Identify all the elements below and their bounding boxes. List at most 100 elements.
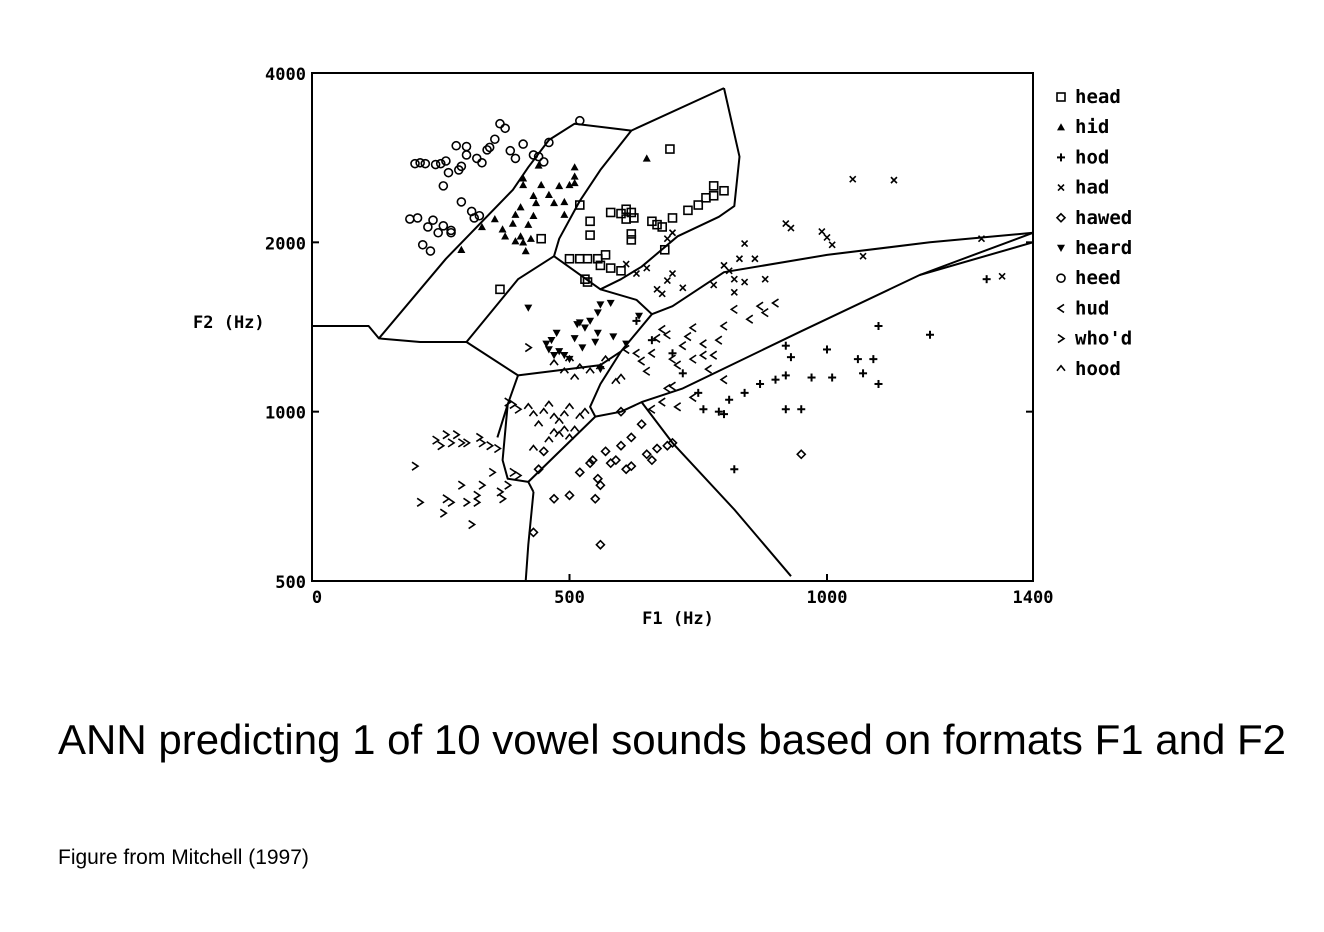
point-heed bbox=[461, 141, 472, 152]
point-hud bbox=[652, 333, 661, 344]
point-hid bbox=[544, 190, 553, 198]
point-hid bbox=[537, 180, 546, 189]
point-heed bbox=[510, 153, 521, 164]
point-had bbox=[818, 228, 826, 236]
point-hid bbox=[519, 174, 528, 182]
point-hod bbox=[781, 341, 790, 350]
point-hood bbox=[544, 435, 554, 443]
point-hud bbox=[673, 360, 682, 370]
point-hud bbox=[688, 392, 697, 403]
point-hud bbox=[688, 323, 697, 333]
legend-label-hod: hod bbox=[1075, 146, 1109, 168]
point-head bbox=[574, 200, 585, 210]
point-heed bbox=[490, 134, 500, 145]
point-hawed bbox=[662, 440, 673, 451]
point-whod bbox=[488, 467, 497, 478]
legend-label-heard: heard bbox=[1075, 237, 1132, 259]
point-whod bbox=[447, 497, 456, 507]
boundary-line-3 bbox=[465, 288, 653, 377]
point-head bbox=[564, 253, 575, 264]
point-had bbox=[663, 235, 671, 243]
point-whod bbox=[432, 435, 441, 445]
point-had bbox=[668, 269, 677, 278]
axes: 0 500 1000 1400 500 1000 2000 4000 F1 (Hz) F2 (Hz… bbox=[193, 65, 1053, 629]
point-head bbox=[616, 266, 626, 276]
point-whod bbox=[514, 470, 523, 481]
point-hud bbox=[632, 348, 640, 358]
legend-label-hud: hud bbox=[1075, 297, 1109, 319]
point-hawed bbox=[636, 419, 647, 430]
point-hod bbox=[730, 465, 739, 474]
point-hod bbox=[869, 355, 878, 364]
point-hood bbox=[554, 348, 564, 356]
point-heard bbox=[591, 338, 600, 346]
point-heed bbox=[471, 153, 482, 164]
point-hood bbox=[559, 409, 569, 417]
plot-frame bbox=[311, 72, 1034, 582]
point-whod bbox=[439, 508, 448, 518]
point-whod bbox=[509, 399, 518, 410]
point-hud bbox=[760, 307, 769, 318]
point-heed bbox=[495, 118, 505, 129]
point-heed bbox=[443, 167, 454, 178]
point-hawed bbox=[621, 464, 632, 475]
point-whod bbox=[452, 430, 461, 440]
point-head bbox=[574, 253, 585, 264]
point-hid bbox=[526, 234, 535, 242]
point-hod bbox=[740, 388, 749, 397]
point-heard bbox=[580, 324, 589, 332]
point-hud bbox=[647, 348, 656, 358]
point-hod bbox=[797, 405, 806, 414]
point-heard bbox=[622, 340, 631, 348]
point-head bbox=[536, 233, 546, 244]
point-head bbox=[626, 235, 637, 245]
point-hawed bbox=[796, 449, 807, 460]
point-whod bbox=[475, 432, 484, 443]
point-head bbox=[585, 230, 595, 240]
point-whod bbox=[504, 480, 513, 490]
point-had bbox=[741, 278, 749, 286]
point-hawed bbox=[548, 493, 560, 504]
point-hud bbox=[704, 364, 712, 374]
slide-title: ANN predicting 1 of 10 vowel sounds base… bbox=[58, 716, 1287, 763]
point-hood bbox=[570, 425, 580, 432]
point-hood bbox=[575, 412, 585, 420]
point-heard bbox=[524, 304, 533, 312]
boundary-line-10 bbox=[640, 401, 792, 577]
point-hod bbox=[874, 322, 883, 331]
point-hid bbox=[642, 154, 651, 162]
point-hood bbox=[575, 362, 585, 370]
point-hawed bbox=[587, 455, 598, 466]
point-head bbox=[495, 284, 505, 295]
point-hood bbox=[559, 366, 569, 374]
point-had bbox=[710, 281, 718, 289]
point-heed bbox=[456, 161, 467, 172]
x-tick-label: 1400 bbox=[1013, 588, 1054, 608]
point-heed bbox=[477, 157, 487, 168]
point-head bbox=[629, 213, 639, 223]
point-heard bbox=[544, 346, 553, 354]
point-hid bbox=[560, 197, 569, 206]
point-head bbox=[600, 250, 611, 260]
point-hid bbox=[570, 178, 579, 187]
point-hud bbox=[698, 350, 707, 360]
figure-credit: Figure from Mitchell (1997) bbox=[58, 846, 309, 869]
point-hid bbox=[555, 181, 564, 190]
point-hid bbox=[511, 237, 520, 245]
point-hud bbox=[719, 321, 728, 331]
point-hood bbox=[559, 425, 569, 432]
boundary-line-11 bbox=[524, 491, 535, 582]
point-heard bbox=[606, 299, 615, 308]
point-head bbox=[719, 185, 729, 196]
point-hud bbox=[688, 354, 697, 364]
point-whod bbox=[478, 480, 487, 490]
point-hood bbox=[528, 444, 539, 452]
point-hawed bbox=[605, 458, 616, 469]
point-heed bbox=[423, 222, 433, 232]
point-whod bbox=[416, 497, 425, 507]
point-hood bbox=[585, 366, 595, 374]
x-tick-label: 1000 bbox=[807, 588, 848, 608]
point-hud bbox=[683, 331, 692, 342]
point-hid bbox=[532, 198, 541, 207]
point-hawed bbox=[533, 464, 544, 475]
